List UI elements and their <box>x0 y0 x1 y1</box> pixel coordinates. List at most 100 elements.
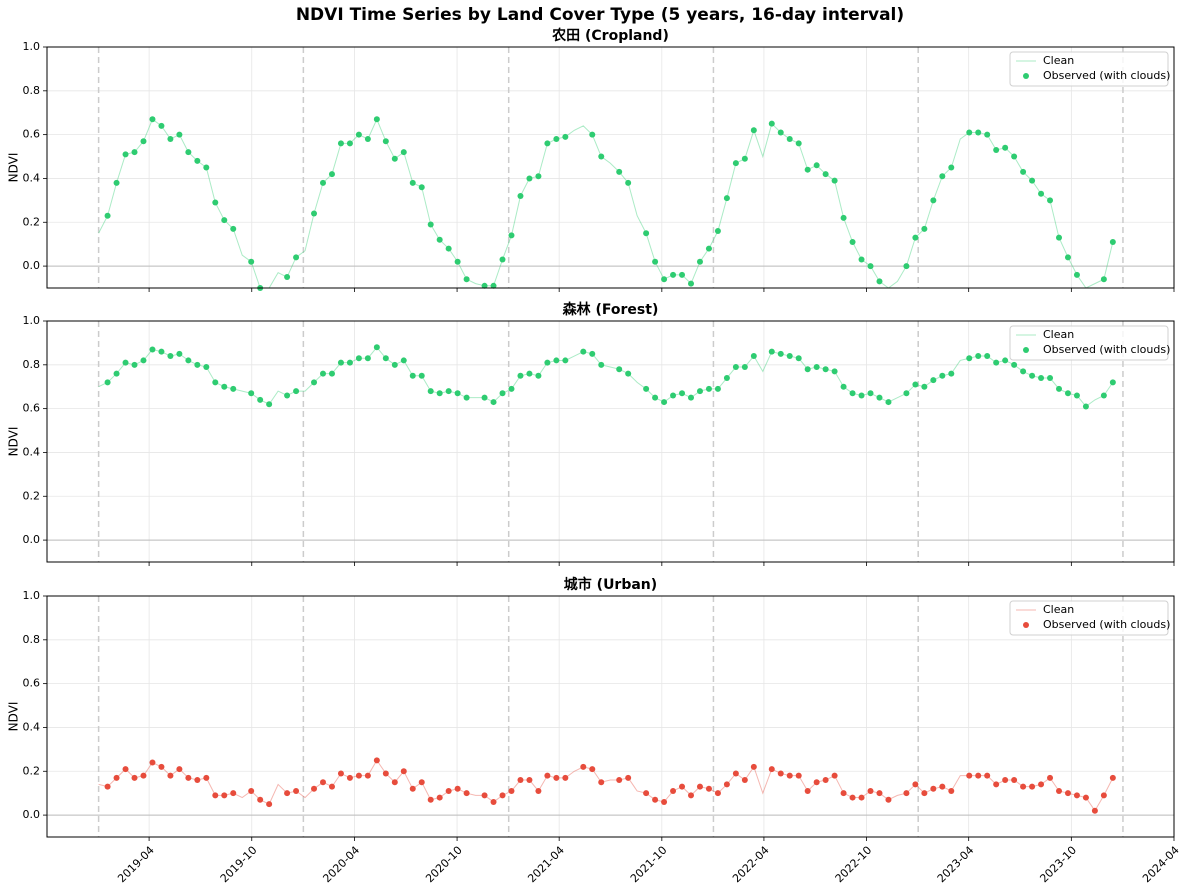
observed-point <box>1091 807 1098 814</box>
observed-point <box>508 232 515 239</box>
observed-point <box>122 359 129 366</box>
observed-point <box>831 772 838 779</box>
observed-point <box>328 171 335 178</box>
observed-point <box>517 777 524 784</box>
observed-point <box>598 361 605 368</box>
observed-point <box>876 278 883 285</box>
y-tick-label: 0.2 <box>23 489 41 502</box>
observed-point <box>553 774 560 781</box>
observed-point <box>212 379 219 386</box>
observed-point <box>831 177 838 184</box>
y-tick-label: 1.0 <box>23 314 41 327</box>
legend-box <box>1009 51 1169 87</box>
observed-point <box>481 282 488 289</box>
panel: 0.0 0.2 0.4 0.6 0.8 1.0 森林 (Forest) NDVI Clean Ob… <box>7 301 1175 566</box>
observed-point <box>409 179 416 186</box>
observed-point <box>643 790 650 797</box>
observed-point <box>930 785 937 792</box>
observed-point <box>903 790 910 797</box>
observed-point <box>822 777 829 784</box>
observed-point <box>535 787 542 794</box>
observed-point <box>1109 379 1116 386</box>
observed-point <box>176 131 183 138</box>
observed-point <box>167 772 174 779</box>
observed-point <box>1109 238 1116 245</box>
observed-point <box>185 357 192 364</box>
y-tick-label: 0.8 <box>23 633 41 646</box>
observed-point <box>993 359 1000 366</box>
observed-point <box>230 790 237 797</box>
observed-point <box>804 787 811 794</box>
observed-point <box>158 348 165 355</box>
observed-point <box>364 772 371 779</box>
observed-point <box>1073 792 1080 799</box>
observed-point <box>1020 783 1027 790</box>
observed-point <box>1073 271 1080 278</box>
legend-label: Clean <box>1043 603 1074 616</box>
observed-point <box>705 385 712 392</box>
observed-point <box>930 197 937 204</box>
observed-point <box>445 245 452 252</box>
observed-point <box>454 258 461 265</box>
observed-point <box>1100 392 1107 399</box>
observed-point <box>221 383 228 390</box>
observed-point <box>248 390 255 397</box>
observed-point <box>903 263 910 270</box>
observed-point <box>661 276 668 283</box>
observed-point <box>1056 385 1062 392</box>
observed-point <box>463 276 470 283</box>
observed-point <box>1047 197 1054 204</box>
observed-point <box>140 357 147 364</box>
observed-point <box>266 801 273 808</box>
y-tick-label: 0.6 <box>23 677 41 690</box>
observed-point <box>876 394 883 401</box>
observed-point <box>732 160 739 167</box>
observed-point <box>1002 357 1009 364</box>
observed-point <box>1002 144 1009 151</box>
observed-point <box>688 394 694 401</box>
observed-point <box>625 774 632 781</box>
observed-point <box>1082 794 1089 801</box>
observed-point <box>526 777 533 784</box>
y-tick-label: 0.4 <box>23 171 41 184</box>
observed-point <box>1002 777 1009 784</box>
observed-point <box>391 779 398 786</box>
observed-point <box>831 368 838 375</box>
observed-point <box>355 131 362 138</box>
observed-point <box>373 344 380 351</box>
observed-point <box>517 192 524 199</box>
observed-point <box>939 372 946 379</box>
observed-point <box>652 258 659 265</box>
observed-point <box>921 383 928 390</box>
observed-point <box>1073 392 1080 399</box>
observed-point <box>445 787 452 794</box>
observed-point <box>355 772 362 779</box>
observed-point <box>840 214 847 221</box>
observed-point <box>113 179 120 186</box>
observed-point <box>679 783 686 790</box>
observed-point <box>1029 372 1036 379</box>
observed-point <box>230 225 237 232</box>
observed-point <box>786 772 793 779</box>
legend-label: Observed (with clouds) <box>1043 69 1170 82</box>
observed-point <box>364 136 371 143</box>
observed-point <box>328 783 335 790</box>
observed-point <box>723 781 730 788</box>
observed-point <box>768 120 775 127</box>
observed-point <box>616 366 623 373</box>
panel-title: 城市 (Urban) <box>564 576 657 593</box>
observed-point <box>526 370 533 377</box>
observed-point <box>382 355 389 362</box>
observed-point <box>266 401 273 408</box>
observed-point <box>113 370 120 377</box>
observed-point <box>795 140 802 147</box>
observed-point <box>777 350 784 357</box>
observed-point <box>158 122 165 129</box>
observed-point <box>490 798 497 805</box>
axes-frame <box>46 320 1175 563</box>
observed-point <box>427 388 434 395</box>
observed-point <box>723 195 730 202</box>
y-tick-label: 0.6 <box>23 402 41 415</box>
observed-point <box>284 790 291 797</box>
observed-point <box>598 779 605 786</box>
